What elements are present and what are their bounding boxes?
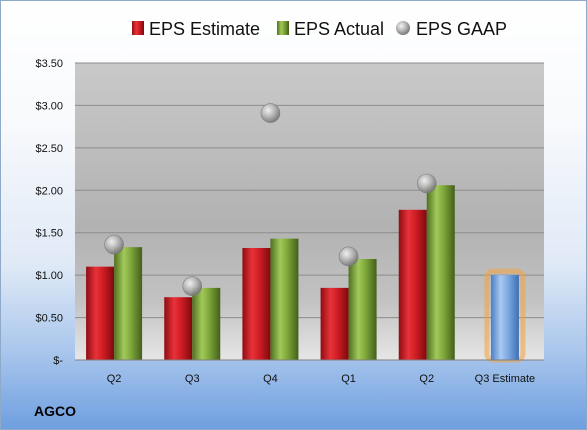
bar-actual [426,185,455,360]
bar-estimate [320,287,349,360]
y-axis-ticks: $- $0.50 $1.00 $1.50 $2.00 $2.50 $3.00 $3.50 [35,58,63,367]
bar-estimate [398,209,427,360]
x-tick-label: Q3 [185,373,200,385]
legend-label-estimate: EPS Estimate [149,19,260,39]
x-tick-label: Q3 Estimate [475,373,536,385]
bar-actual [192,287,221,360]
bar-actual [114,247,143,360]
bar-actual [348,259,377,360]
bar-estimate [164,297,193,360]
gaap-marker [182,276,203,296]
x-tick-label: Q4 [263,373,278,385]
bars [86,185,526,363]
x-tick-label: Q2 [107,373,122,385]
legend-label-gaap: EPS GAAP [416,19,507,39]
legend-swatch-estimate [132,21,144,35]
x-axis-ticks: Q2 Q3 Q4 Q1 Q2 Q3 Estimate [107,373,535,385]
bar-actual [270,238,299,360]
gridlines [75,62,544,319]
gaap-marker [338,246,359,267]
gaap-marker [260,103,281,123]
legend: EPS Estimate EPS Actual EPS GAAP [132,19,507,39]
y-tick-label: $3.00 [35,100,63,112]
legend-label-actual: EPS Actual [294,19,384,39]
y-tick-label: $3.50 [35,58,63,70]
legend-swatch-actual [277,21,289,35]
bar-estimate [86,266,115,360]
y-tick-label: $1.50 [35,228,63,240]
bar-estimate-projected [490,275,519,360]
y-tick-label: $2.50 [35,143,63,155]
company-ticker: AGCO [34,403,76,419]
y-tick-label: $0.50 [35,313,63,325]
y-tick-label: $- [53,355,63,367]
x-tick-label: Q2 [419,373,434,385]
gaap-marker [416,173,437,194]
bar-estimate [242,247,271,360]
legend-marker-gaap [396,21,410,35]
y-tick-label: $2.00 [35,185,63,197]
x-tick-label: Q1 [341,373,356,385]
y-tick-label: $1.00 [35,270,63,282]
plot-area [75,63,544,360]
gaap-markers [104,103,437,296]
gaap-marker [104,234,124,255]
